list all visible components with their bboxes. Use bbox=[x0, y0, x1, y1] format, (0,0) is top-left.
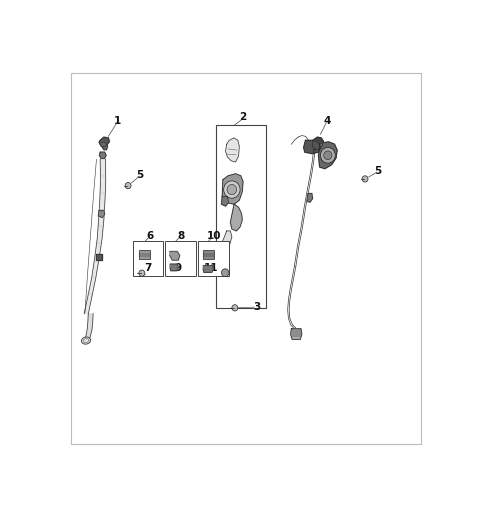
Polygon shape bbox=[102, 142, 108, 150]
Circle shape bbox=[324, 151, 332, 160]
Text: 5: 5 bbox=[374, 166, 382, 176]
Polygon shape bbox=[99, 152, 106, 158]
Polygon shape bbox=[222, 174, 243, 204]
Polygon shape bbox=[99, 137, 109, 147]
Polygon shape bbox=[221, 251, 229, 271]
Polygon shape bbox=[84, 159, 106, 314]
Polygon shape bbox=[222, 231, 232, 251]
Text: 8: 8 bbox=[177, 231, 184, 241]
Polygon shape bbox=[290, 329, 302, 339]
Text: 9: 9 bbox=[175, 263, 182, 273]
Circle shape bbox=[221, 269, 229, 276]
Text: 3: 3 bbox=[253, 302, 261, 312]
Polygon shape bbox=[221, 196, 228, 206]
Polygon shape bbox=[170, 251, 180, 260]
Text: 6: 6 bbox=[147, 231, 154, 241]
Polygon shape bbox=[319, 142, 337, 168]
Circle shape bbox=[139, 270, 145, 276]
Text: 2: 2 bbox=[239, 113, 246, 122]
Text: 11: 11 bbox=[204, 263, 218, 273]
Bar bbox=[216, 124, 266, 308]
Bar bbox=[198, 241, 229, 276]
Ellipse shape bbox=[82, 337, 91, 344]
Circle shape bbox=[362, 176, 368, 182]
Polygon shape bbox=[312, 137, 324, 150]
Polygon shape bbox=[226, 138, 240, 162]
Circle shape bbox=[321, 147, 335, 163]
Polygon shape bbox=[98, 210, 105, 218]
Text: 10: 10 bbox=[206, 231, 221, 241]
Bar bbox=[132, 241, 163, 276]
Bar bbox=[165, 241, 196, 276]
Text: 4: 4 bbox=[324, 116, 331, 126]
Polygon shape bbox=[230, 204, 242, 231]
Bar bbox=[139, 250, 150, 260]
Polygon shape bbox=[96, 254, 102, 260]
Polygon shape bbox=[203, 266, 213, 272]
Text: 7: 7 bbox=[144, 263, 152, 273]
Circle shape bbox=[224, 181, 240, 198]
Circle shape bbox=[125, 182, 131, 189]
Bar bbox=[203, 250, 215, 260]
Polygon shape bbox=[307, 194, 312, 202]
Polygon shape bbox=[304, 140, 321, 154]
Circle shape bbox=[232, 305, 238, 311]
Polygon shape bbox=[84, 314, 93, 342]
Text: 5: 5 bbox=[136, 170, 144, 180]
Polygon shape bbox=[170, 264, 178, 271]
Text: 1: 1 bbox=[114, 116, 121, 126]
Circle shape bbox=[227, 184, 237, 195]
